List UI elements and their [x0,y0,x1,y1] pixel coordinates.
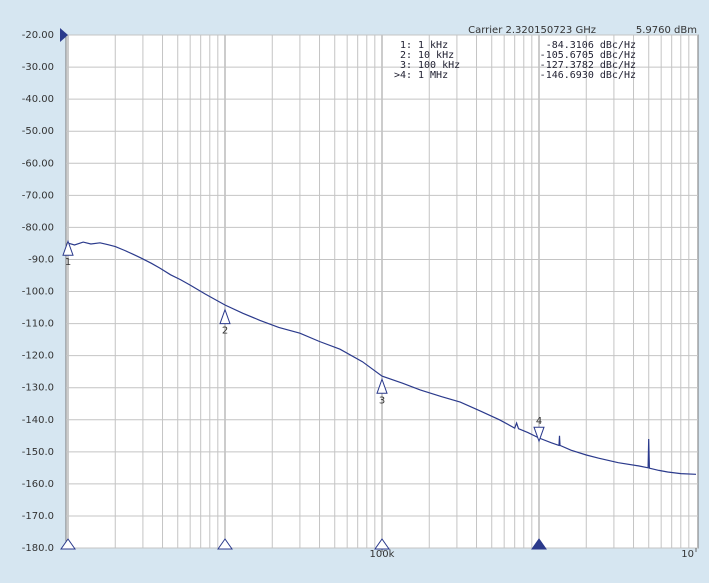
marker-foot [60,538,76,550]
marker-freq: 1 MHz [418,70,448,81]
y-tick-label: -70.00 [22,190,54,201]
marker-freq: 10 kHz [418,50,454,61]
marker-name: 2: [400,50,412,61]
y-tick-label: -60.00 [22,158,54,169]
y-tick-label: -20.00 [22,30,54,41]
marker-label: 1 [65,257,71,268]
y-tick-label: -160.0 [22,479,54,490]
marker-name: 3: [400,60,412,71]
y-tick-label: -170.0 [22,511,54,522]
marker-name: 1: [400,40,412,51]
y-tick-label: -30.00 [22,62,54,73]
marker-foot [217,538,233,550]
marker [376,377,388,394]
y-tick-label: -110.0 [22,319,54,330]
y-tick-label: -40.00 [22,94,54,105]
marker-foot [531,538,547,550]
marker-name: >4: [394,70,412,81]
trace [67,241,697,475]
x-tick-label: 10 [681,549,694,560]
x-tick-label: 100k [370,549,395,560]
marker [62,239,74,256]
marker-value: -127.3782 dBc/Hz [540,60,636,71]
marker-foot [374,538,390,550]
y-tick-label: -150.0 [22,447,54,458]
marker-label: 4 [536,416,542,427]
marker-label: 3 [379,395,385,406]
carrier-power: 5.9760 dBm [636,25,697,36]
y-tick-label: -80.00 [22,222,54,233]
marker [533,426,545,443]
carrier-label: Carrier 2.320150723 GHz [468,25,596,36]
marker-value: -84.3106 dBc/Hz [546,40,636,51]
marker-value: -105.6705 dBc/Hz [540,50,636,61]
y-tick-label: -180.0 [22,543,54,554]
marker-freq: 1 kHz [418,40,448,51]
marker-value: -146.6930 dBc/Hz [540,70,636,81]
y-tick-label: -50.00 [22,126,54,137]
y-tick-label: -90.0 [28,254,54,265]
marker-freq: 100 kHz [418,60,460,71]
y-tick-label: -130.0 [22,383,54,394]
ref-arrow [60,28,68,42]
y-tick-label: -140.0 [22,415,54,426]
marker-label: 2 [222,326,228,337]
y-tick-label: -100.0 [22,287,54,298]
y-tick-label: -120.0 [22,351,54,362]
marker [219,308,231,325]
